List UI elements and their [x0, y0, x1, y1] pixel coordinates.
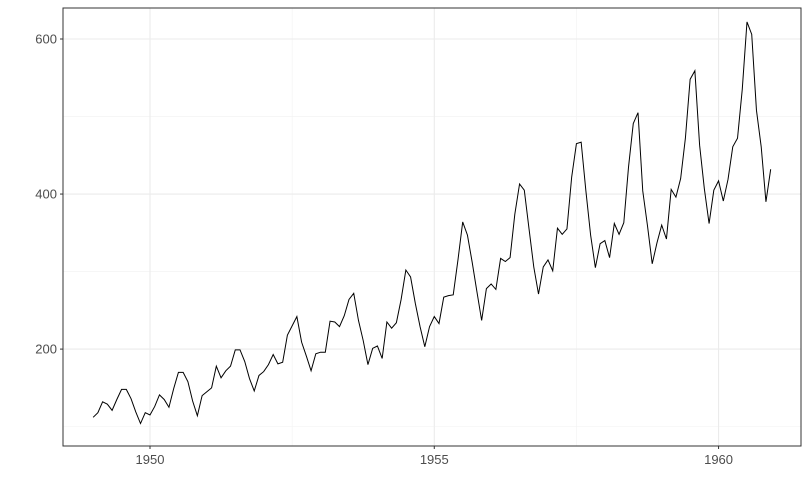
- y-tick-label: 200: [35, 342, 57, 357]
- axes: 200 400 600 1950 1955 1960: [35, 32, 733, 467]
- grid-lines: [63, 8, 801, 446]
- x-tick-label: 1960: [704, 452, 733, 467]
- x-tick-label: 1950: [136, 452, 165, 467]
- plot-panel: [63, 8, 801, 446]
- y-tick-label: 400: [35, 187, 57, 202]
- series-line: [92, 21, 772, 425]
- plot-border: [62, 7, 802, 447]
- x-tick-label: 1955: [420, 452, 449, 467]
- y-tick-label: 600: [35, 32, 57, 47]
